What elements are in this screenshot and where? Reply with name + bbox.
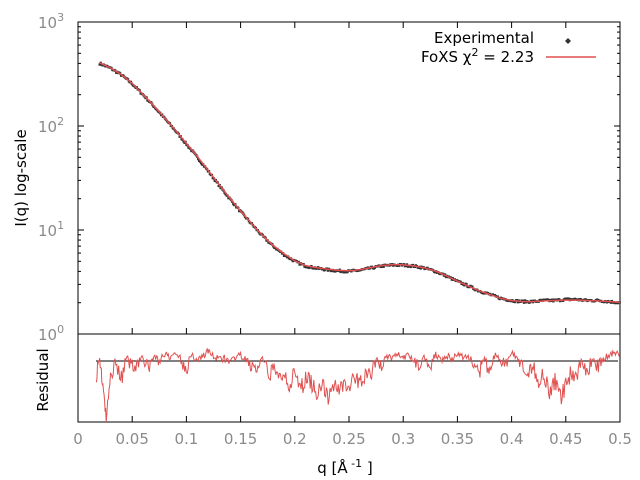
experimental-point [198,160,202,163]
experimental-point [523,299,527,302]
intensity-y-axis-label: I(q) log-scale [12,129,30,226]
experimental-point [465,282,468,286]
experimental-point [522,301,526,304]
experimental-point [413,265,416,269]
residual-line [95,347,620,423]
x-tick-label: 0.4 [500,430,524,448]
residual-panel-frame [77,333,621,423]
legend: Experimental FoXS χ2 = 2.23 [421,29,596,66]
legend-experimental-label: Experimental [434,29,534,47]
residual-data [95,347,620,423]
experimental-point [199,161,203,165]
y-tick-exponent: 3 [57,11,64,24]
intensity-panel-frame [77,21,621,335]
experimental-point [514,300,517,304]
experimental-point [373,266,376,269]
legend-fit-suffix: = 2.23 [478,48,534,66]
y-tick-exponent: 0 [57,323,64,336]
experimental-point [197,157,200,161]
experimental-point [450,278,454,281]
intensity-data [98,61,621,305]
experimental-point [409,265,413,269]
experimental-point [298,263,301,266]
experimental-point [557,298,561,301]
x-tick-label: 0.3 [391,430,415,448]
q-x-axis-label-sup: -1 [348,457,362,470]
experimental-point [346,270,349,274]
y-tick-label: 102 [38,115,64,136]
experimental-point [405,263,409,266]
y-tick-label: 101 [38,219,64,240]
x-tick-label: 0.5 [608,430,632,448]
residual-y-axis-label: Residual [34,348,52,411]
legend-experimental-marker [565,38,571,44]
legend-fit-sup: 2 [471,46,478,59]
experimental-point [471,285,474,288]
y-tick-base: 10 [38,14,57,32]
x-tick-label: 0.45 [549,430,582,448]
y-tick-label: 103 [38,11,64,32]
x-tick-label: 0.2 [283,430,307,448]
y-tick-base: 10 [38,118,57,136]
legend-fit-label: FoXS χ2 = 2.23 [421,46,534,66]
experimental-point [224,192,227,196]
residual-panel: 0 0.05 0.1 0.15 0.2 0.25 0.3 0.35 0.4 0.45 0.5 Res… [34,22,632,477]
y-tick-base: 10 [38,222,57,240]
experimental-point [98,63,101,66]
x-tick-label: 0.35 [441,430,474,448]
experimental-points [98,61,621,305]
q-x-ticks: 0 0.05 0.1 0.15 0.2 0.25 0.3 0.35 0.4 0.45 0.5 [73,22,632,448]
y-tick-base: 10 [38,326,57,344]
experimental-point [419,267,422,270]
q-x-axis-label-main: q [Å [317,458,348,477]
experimental-point [223,191,226,194]
experimental-point [567,297,571,300]
y-tick-label: 100 [38,323,64,344]
experimental-point [551,298,554,301]
y-tick-exponent: 1 [57,219,64,232]
experimental-point [326,269,330,272]
experimental-point [463,284,466,287]
q-x-axis-label: q [Å -1 ] [317,457,373,477]
experimental-point [380,265,383,268]
experimental-point [516,299,519,302]
q-x-axis-label-close: ] [362,459,373,477]
foxs-fit-line [99,62,621,303]
experimental-point [397,264,401,267]
x-tick-label: 0.15 [224,430,257,448]
x-tick-label: 0.05 [115,430,148,448]
x-tick-label: 0 [73,430,83,448]
experimental-point [609,301,613,304]
experimental-point [426,266,429,270]
x-tick-label: 0.25 [332,430,365,448]
x-tick-label: 0.1 [174,430,198,448]
legend-fit-prefix: FoXS χ [421,48,472,66]
y-tick-exponent: 2 [57,115,64,128]
experimental-point [182,140,185,143]
experimental-point [382,265,385,268]
experimental-point [517,300,520,304]
